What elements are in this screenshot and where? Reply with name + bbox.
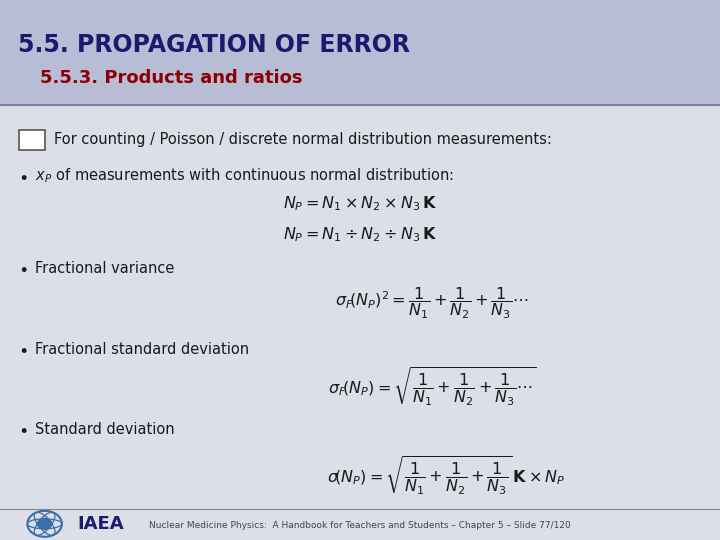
Text: $\bullet$: $\bullet$ — [18, 259, 27, 278]
Text: Nuclear Medicine Physics:  A Handbook for Teachers and Students – Chapter 5 – Sl: Nuclear Medicine Physics: A Handbook for… — [149, 522, 571, 530]
FancyBboxPatch shape — [0, 0, 720, 105]
Text: Fractional variance: Fractional variance — [35, 261, 174, 276]
Text: 5.5.3. Products and ratios: 5.5.3. Products and ratios — [40, 70, 302, 87]
Text: $\bullet$: $\bullet$ — [18, 166, 27, 185]
Text: Standard deviation: Standard deviation — [35, 422, 174, 437]
Text: $\bullet$: $\bullet$ — [18, 340, 27, 359]
Text: 5.5. PROPAGATION OF ERROR: 5.5. PROPAGATION OF ERROR — [18, 33, 410, 57]
Text: $\sigma\!\left(N_P\right) = \sqrt{\dfrac{1}{N_1} + \dfrac{1}{N_2} + \dfrac{1}{N_: $\sigma\!\left(N_P\right) = \sqrt{\dfrac… — [327, 455, 566, 497]
Text: $N_P = N_1 \times N_2 \times N_3\,\mathbf{K}$: $N_P = N_1 \times N_2 \times N_3\,\mathb… — [283, 195, 437, 213]
Text: $\sigma_F\!\left(N_P\right)^2 = \dfrac{1}{N_1} + \dfrac{1}{N_2} + \dfrac{1}{N_3}: $\sigma_F\!\left(N_P\right)^2 = \dfrac{1… — [336, 286, 528, 321]
Text: $\sigma_F\!\left(N_P\right) = \sqrt{\dfrac{1}{N_1} + \dfrac{1}{N_2} + \dfrac{1}{: $\sigma_F\!\left(N_P\right) = \sqrt{\dfr… — [328, 366, 536, 408]
Text: Fractional standard deviation: Fractional standard deviation — [35, 342, 248, 357]
Text: $x_P$ of measurements with continuous normal distribution:: $x_P$ of measurements with continuous no… — [35, 166, 454, 185]
Text: For counting / Poisson / discrete normal distribution measurements:: For counting / Poisson / discrete normal… — [54, 132, 552, 147]
Text: $N_P = N_1 \div N_2 \div N_3\,\mathbf{K}$: $N_P = N_1 \div N_2 \div N_3\,\mathbf{K}… — [283, 226, 437, 244]
Text: $\bullet$: $\bullet$ — [18, 420, 27, 438]
FancyBboxPatch shape — [19, 130, 45, 150]
Circle shape — [37, 518, 52, 529]
Text: IAEA: IAEA — [77, 515, 124, 533]
